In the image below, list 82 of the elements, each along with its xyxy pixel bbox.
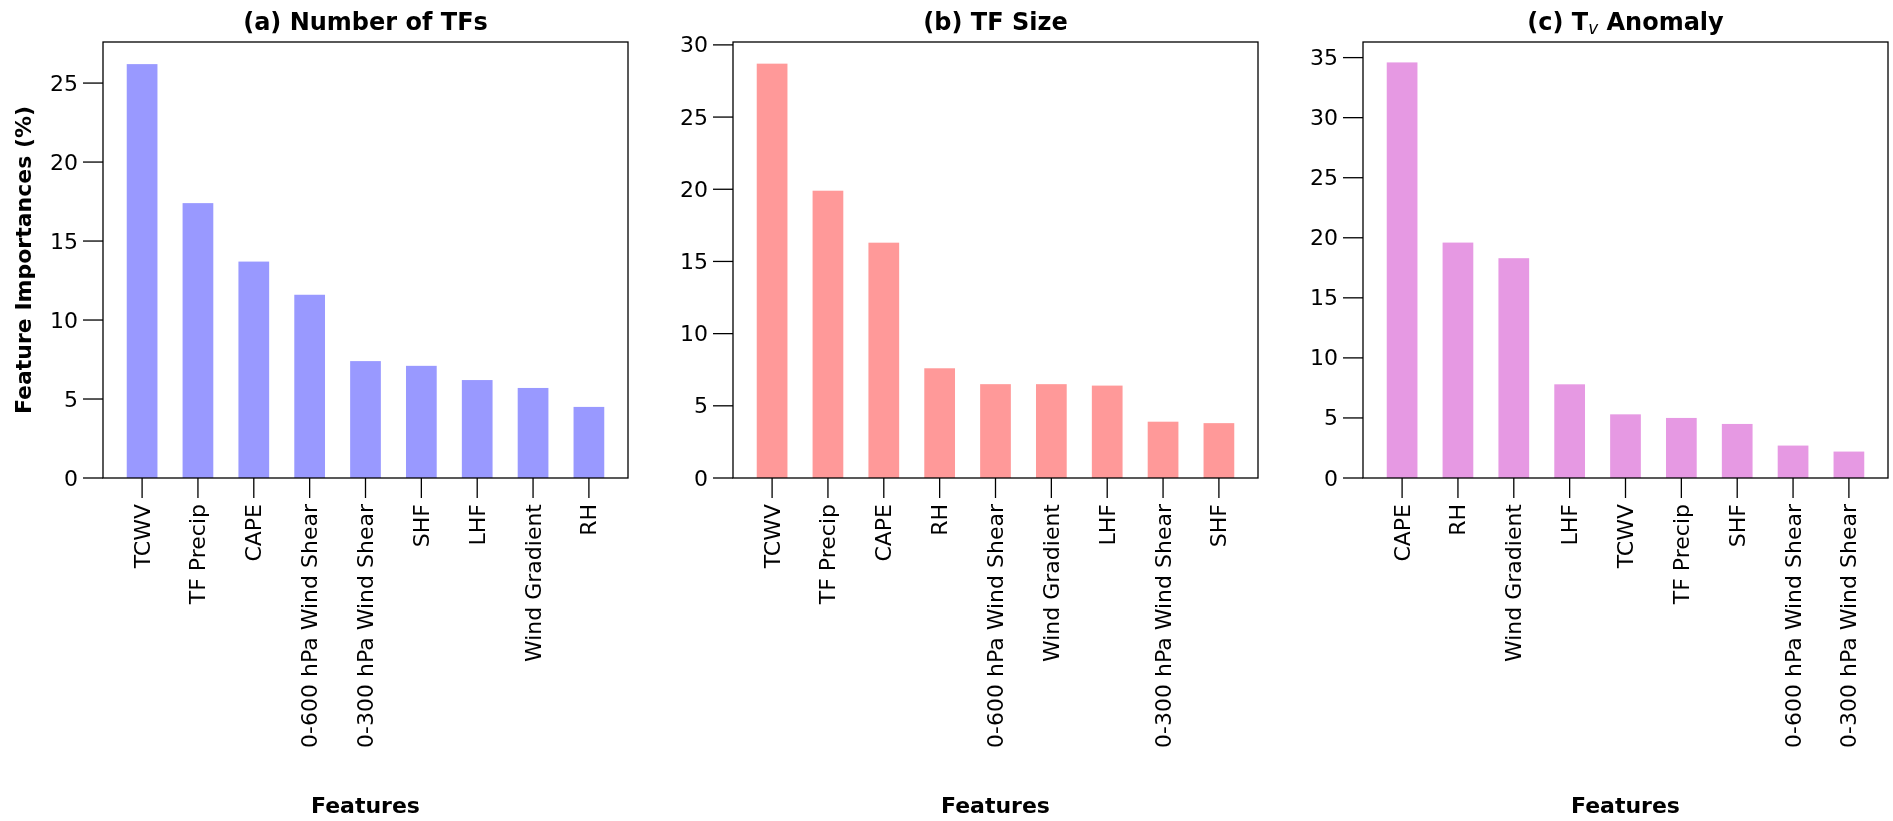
x-tick-label: TF Precip — [185, 504, 211, 606]
y-tick-label: 10 — [680, 321, 708, 347]
y-tick-label: 15 — [680, 248, 708, 274]
x-tick-label: CAPE — [241, 504, 267, 562]
y-axis-title: Feature Importances (%) — [10, 105, 36, 415]
y-tick-label: 0 — [694, 465, 708, 491]
y-tick-label: 20 — [680, 176, 708, 202]
x-tick-label: Wind Gradient — [1501, 503, 1527, 663]
bar — [1554, 384, 1586, 478]
y-tick-label: 20 — [50, 149, 78, 175]
bar — [812, 190, 844, 478]
x-tick-label: TCWV — [129, 504, 155, 570]
x-tick-label: 0-300 hPa Wind Shear — [1836, 503, 1862, 748]
bar — [182, 203, 214, 478]
y-tick-label: 15 — [50, 228, 78, 254]
bar — [1035, 384, 1067, 478]
x-tick-label: TF Precip — [1668, 504, 1694, 606]
x-tick-label: RH — [927, 504, 953, 536]
bar — [517, 387, 549, 478]
x-tick-label: 0-600 hPa Wind Shear — [297, 503, 323, 748]
chart-title: (a) Number of TFs — [243, 8, 488, 36]
bar — [238, 261, 270, 478]
bar — [1610, 414, 1641, 478]
x-tick-label: 0-600 hPa Wind Shear — [983, 503, 1008, 748]
y-tick-label: 25 — [680, 104, 708, 130]
bar — [924, 368, 956, 478]
y-tick-label: 10 — [1310, 345, 1338, 371]
y-tick-label: 30 — [1310, 105, 1338, 131]
x-tick-label: 0-300 hPa Wind Shear — [1150, 503, 1176, 748]
y-tick-label: 5 — [64, 386, 78, 412]
x-axis-title: Features — [311, 793, 420, 818]
x-tick-label: CAPE — [871, 504, 897, 562]
x-tick-label: SHF — [408, 504, 434, 548]
x-tick-label: SHF — [1724, 504, 1750, 548]
bar — [405, 365, 437, 478]
x-tick-label: CAPE — [1389, 504, 1415, 562]
bar — [756, 63, 788, 478]
bar — [868, 242, 900, 478]
y-tick-label: 0 — [64, 465, 78, 491]
bar — [1721, 423, 1753, 478]
bar — [1386, 62, 1418, 478]
x-tick-label: LHF — [1094, 504, 1120, 546]
x-tick-label: Wind Gradient — [1038, 503, 1064, 663]
x-tick-label: RH — [1445, 504, 1471, 536]
bar — [126, 64, 158, 478]
y-tick-label: 25 — [1310, 165, 1338, 191]
x-tick-label: TCWV — [759, 504, 785, 570]
x-axis-title: Features — [941, 793, 1050, 818]
y-tick-label: 30 — [680, 32, 708, 58]
bar — [1203, 423, 1235, 478]
x-tick-label: 0-600 hPa Wind Shear — [1780, 503, 1806, 748]
y-tick-label: 35 — [1310, 45, 1338, 71]
x-tick-label: TF Precip — [815, 504, 841, 606]
y-tick-label: 20 — [1310, 225, 1338, 251]
bar — [1147, 421, 1179, 478]
x-tick-label: RH — [576, 504, 602, 536]
y-tick-label: 10 — [50, 307, 78, 333]
chart-title: (c) T$_{v}$ Anomaly — [1527, 8, 1725, 39]
bar — [294, 294, 326, 478]
y-tick-label: 15 — [1310, 285, 1338, 311]
y-tick-label: 0 — [1324, 465, 1338, 491]
bar — [1777, 445, 1809, 478]
x-axis-title: Features — [1571, 793, 1680, 818]
x-tick-label: TCWV — [1613, 504, 1638, 570]
x-tick-label: 0-300 hPa Wind Shear — [353, 503, 378, 748]
bar — [1833, 451, 1865, 478]
bar — [980, 384, 1011, 478]
bar — [1442, 242, 1474, 478]
bar — [461, 380, 493, 478]
chart-title: (b) TF Size — [923, 8, 1068, 36]
y-tick-label: 25 — [50, 70, 78, 96]
bar — [573, 406, 605, 478]
bar — [1091, 385, 1123, 478]
x-tick-label: LHF — [1557, 504, 1583, 546]
x-tick-label: SHF — [1206, 504, 1232, 548]
bar — [1665, 417, 1697, 478]
y-tick-label: 5 — [694, 393, 708, 419]
y-tick-label: 5 — [1324, 405, 1338, 431]
x-tick-label: LHF — [464, 504, 490, 546]
bar — [350, 361, 381, 478]
x-tick-label: Wind Gradient — [520, 503, 546, 663]
bar — [1498, 258, 1530, 478]
